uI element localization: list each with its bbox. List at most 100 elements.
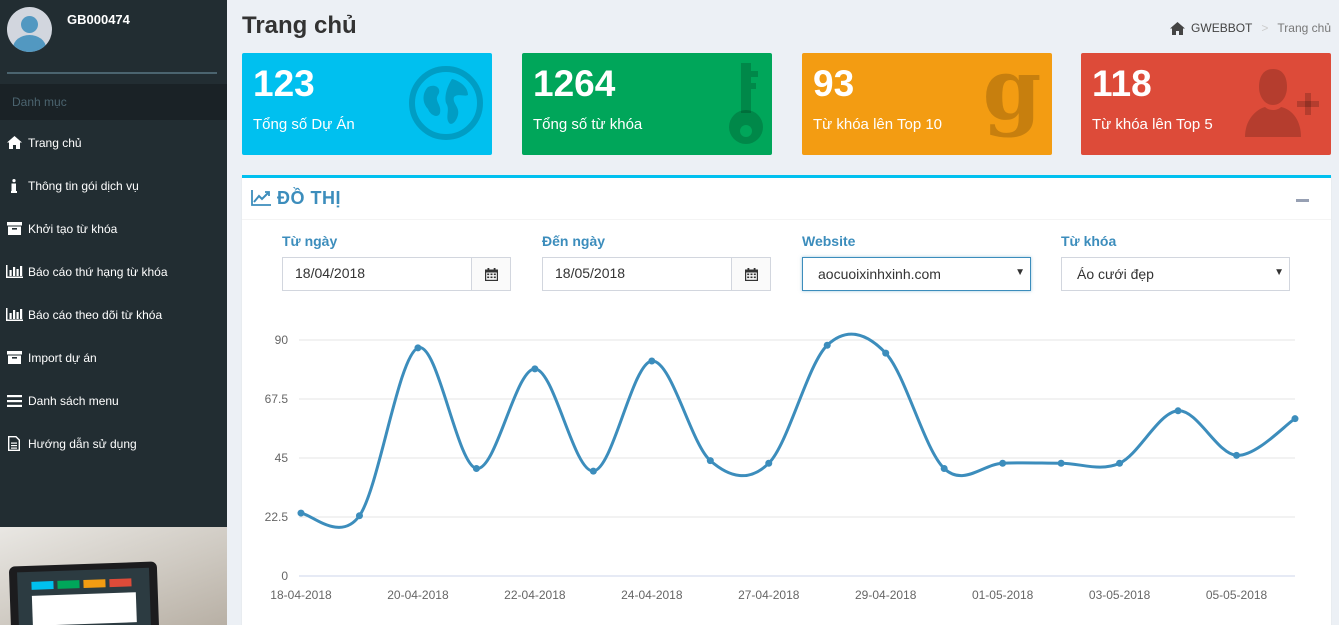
svg-text:g: g	[983, 57, 1042, 139]
calendar-icon[interactable]	[731, 258, 770, 290]
stat-label: Tổng số từ khóa	[533, 116, 643, 133]
series-line	[300, 332, 1296, 529]
sidebar-item-label: Báo cáo thứ hạng từ khóa	[28, 264, 168, 279]
keyword-select[interactable]: Áo cưới đẹp ▼	[1061, 257, 1290, 291]
sidebar-item-create-keyword[interactable]: Khởi tạo từ khóa	[0, 207, 227, 250]
y-tick-label: 22.5	[265, 510, 289, 524]
sidebar-item-import-project[interactable]: Import dự án	[0, 336, 227, 379]
website-field: Website aocuoixinhxinh.com ▼	[802, 233, 1031, 291]
x-tick-label: 05-05-2018	[1206, 588, 1268, 602]
data-point	[1291, 415, 1299, 423]
x-tick-label: 24-04-2018	[621, 588, 683, 602]
data-point	[414, 344, 422, 352]
x-tick-label: 03-05-2018	[1089, 588, 1151, 602]
divider	[7, 72, 217, 74]
y-tick-label: 0	[281, 569, 288, 583]
stat-box-top5[interactable]: 118 Từ khóa lên Top 5	[1081, 53, 1331, 155]
breadcrumb: GWEBBOT > Trang chủ	[1170, 21, 1331, 35]
data-point	[765, 459, 773, 467]
data-point	[297, 509, 305, 517]
bar-chart-icon	[5, 307, 23, 323]
stat-value: 123	[253, 63, 315, 104]
data-point	[648, 357, 656, 365]
avatar[interactable]	[7, 7, 52, 52]
archive-icon	[5, 350, 23, 366]
sidebar-item-label: Báo cáo theo dõi từ khóa	[28, 307, 163, 322]
sidebar: GB000474 Danh mục Trang chủ Thông tin gó…	[0, 0, 227, 625]
stat-box-projects[interactable]: 123 Tổng số Dự Án	[242, 53, 492, 155]
website-select[interactable]: aocuoixinhxinh.com ▼	[802, 257, 1031, 291]
x-tick-label: 29-04-2018	[855, 588, 917, 602]
sidebar-item-service-info[interactable]: Thông tin gói dịch vụ	[0, 164, 227, 207]
data-point	[589, 467, 597, 475]
archive-icon	[5, 221, 23, 237]
sidebar-item-label: Danh sách menu	[28, 393, 119, 408]
x-tick-label: 20-04-2018	[387, 588, 449, 602]
data-point	[940, 464, 948, 472]
sidebar-item-label: Khởi tạo từ khóa	[28, 221, 118, 236]
user-panel: GB000474	[0, 0, 227, 80]
line-chart: 0 22.5 45 67.5 90 18-04-2018 20-04-2018 22-04-2…	[265, 332, 1299, 602]
x-tick-label: 18-04-2018	[270, 588, 332, 602]
graph-panel: ĐỒ THỊ Từ ngày 18/04/2018 Đến ngày 18/05…	[242, 175, 1331, 625]
file-icon	[5, 436, 23, 452]
sidebar-item-label: Import dự án	[28, 350, 97, 365]
y-tick-label: 90	[275, 333, 289, 347]
breadcrumb-home-link[interactable]: GWEBBOT	[1191, 21, 1253, 35]
google-icon: g	[982, 53, 1042, 148]
data-point	[1233, 451, 1241, 459]
website-select-value: aocuoixinhxinh.com	[818, 266, 941, 282]
x-tick-label: 22-04-2018	[504, 588, 566, 602]
panel-header: ĐỒ THỊ	[242, 178, 1331, 220]
globe-icon	[408, 65, 484, 146]
y-tick-label: 67.5	[265, 392, 289, 406]
to-date-label: Đến ngày	[542, 233, 606, 249]
stat-label: Từ khóa lên Top 10	[813, 116, 943, 133]
from-date-field: Từ ngày 18/04/2018	[282, 233, 511, 291]
list-icon	[5, 393, 23, 409]
data-point	[823, 341, 831, 349]
sidebar-item-menu-list[interactable]: Danh sách menu	[0, 379, 227, 422]
home-icon	[5, 135, 23, 151]
user-plus-icon	[1241, 65, 1325, 144]
from-date-input[interactable]: 18/04/2018	[295, 265, 366, 281]
sidebar-item-user-guide[interactable]: Hướng dẫn sử dụng	[0, 422, 227, 465]
sidebar-item-label: Trang chủ	[28, 135, 82, 150]
dropdown-caret-icon: ▼	[1015, 267, 1025, 278]
stat-label: Từ khóa lên Top 5	[1092, 116, 1213, 133]
sidebar-item-home[interactable]: Trang chủ	[0, 121, 227, 164]
collapse-button[interactable]	[1296, 199, 1309, 202]
to-date-input[interactable]: 18/05/2018	[555, 265, 626, 281]
page-title: Trang chủ	[242, 12, 357, 39]
stat-value: 118	[1092, 63, 1152, 104]
data-point	[1174, 407, 1182, 415]
sidebar-item-tracking-report[interactable]: Báo cáo theo dõi từ khóa	[0, 293, 227, 336]
line-chart-icon	[251, 190, 271, 211]
to-date-field: Đến ngày 18/05/2018	[542, 233, 771, 291]
info-icon	[5, 178, 23, 194]
sidebar-item-label: Thông tin gói dịch vụ	[28, 178, 139, 193]
keyword-select-value: Áo cưới đẹp	[1077, 266, 1154, 282]
stat-box-top10[interactable]: 93 Từ khóa lên Top 10 g	[802, 53, 1052, 155]
key-icon	[726, 63, 766, 150]
data-point	[531, 365, 539, 373]
main-content: Trang chủ GWEBBOT > Trang chủ 123 Tổng s…	[227, 0, 1339, 625]
data-point	[355, 512, 363, 520]
data-point	[472, 464, 480, 472]
from-date-label: Từ ngày	[282, 233, 338, 249]
stat-box-keywords[interactable]: 1264 Tổng số từ khóa	[522, 53, 772, 155]
panel-title: ĐỒ THỊ	[277, 188, 341, 208]
laptop-image	[8, 561, 160, 625]
sidebar-item-rank-report[interactable]: Báo cáo thứ hạng từ khóa	[0, 250, 227, 293]
stat-value: 93	[813, 63, 855, 104]
data-point	[882, 349, 890, 357]
sidebar-menu: Trang chủ Thông tin gói dịch vụ Khởi tạo…	[0, 121, 227, 465]
data-point	[999, 459, 1007, 467]
dropdown-caret-icon: ▼	[1274, 267, 1284, 278]
y-tick-label: 45	[275, 451, 289, 465]
data-point	[1116, 459, 1124, 467]
calendar-icon[interactable]	[471, 258, 510, 290]
stat-label: Tổng số Dự Án	[253, 116, 355, 133]
x-tick-label: 27-04-2018	[738, 588, 800, 602]
breadcrumb-current: Trang chủ	[1277, 21, 1331, 35]
